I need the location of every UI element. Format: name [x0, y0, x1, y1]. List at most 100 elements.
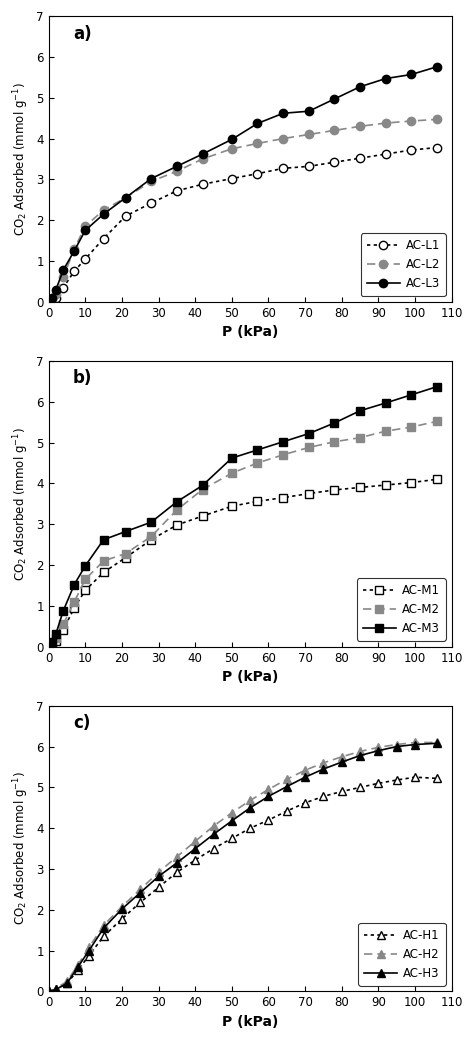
AC-M1	[434, 473, 440, 486]
X-axis label: P (kPa): P (kPa)	[222, 1015, 278, 1029]
AC-H2	[174, 851, 180, 863]
AC-H1	[284, 805, 290, 817]
AC-H2	[137, 883, 143, 895]
AC-H2	[46, 985, 52, 997]
AC-M2	[61, 618, 66, 630]
Y-axis label: CO$_2$ Adsorbed (mmol g$^{-1}$): CO$_2$ Adsorbed (mmol g$^{-1}$)	[11, 82, 31, 236]
AC-M3	[82, 560, 88, 572]
AC-M1	[46, 641, 52, 653]
AC-H3	[86, 944, 92, 957]
AC-M2	[123, 547, 128, 560]
AC-H3	[64, 977, 70, 989]
AC-L2	[229, 142, 235, 155]
AC-H1	[64, 977, 70, 989]
AC-H3	[357, 749, 363, 761]
AC-M1	[53, 634, 59, 647]
AC-L2	[61, 271, 66, 284]
AC-H1	[156, 881, 162, 893]
AC-M3	[357, 405, 363, 417]
X-axis label: P (kPa): P (kPa)	[222, 670, 278, 684]
AC-M1	[409, 476, 414, 489]
AC-M1	[383, 478, 389, 491]
AC-H1	[412, 771, 418, 783]
AC-M3	[306, 427, 311, 440]
Text: c): c)	[73, 714, 90, 732]
AC-M1	[200, 510, 205, 522]
AC-H2	[265, 783, 271, 796]
AC-M3	[332, 417, 337, 430]
AC-L2	[383, 116, 389, 129]
Text: b): b)	[73, 369, 92, 388]
X-axis label: P (kPa): P (kPa)	[222, 326, 278, 339]
Y-axis label: CO$_2$ Adsorbed (mmol g$^{-1}$): CO$_2$ Adsorbed (mmol g$^{-1}$)	[11, 427, 31, 580]
AC-L1	[61, 281, 66, 293]
AC-H3	[192, 842, 198, 855]
AC-M2	[332, 436, 337, 448]
AC-H2	[229, 806, 235, 818]
AC-H2	[434, 736, 440, 749]
AC-M3	[280, 436, 286, 448]
AC-H1	[210, 842, 216, 855]
AC-L1	[46, 295, 52, 308]
AC-L2	[148, 175, 154, 187]
AC-H3	[375, 745, 381, 757]
AC-M2	[174, 503, 180, 516]
AC-H2	[119, 901, 125, 913]
AC-L2	[434, 113, 440, 126]
AC-H3	[137, 886, 143, 899]
AC-L3	[101, 208, 107, 220]
AC-M1	[306, 488, 311, 500]
AC-H1	[375, 777, 381, 789]
AC-L1	[148, 197, 154, 209]
AC-L2	[409, 114, 414, 127]
AC-M3	[383, 396, 389, 409]
AC-M1	[82, 584, 88, 597]
AC-M3	[49, 635, 55, 648]
AC-M2	[383, 425, 389, 438]
AC-H1	[247, 822, 253, 834]
AC-H2	[101, 919, 107, 932]
AC-H2	[375, 742, 381, 754]
AC-H2	[412, 736, 418, 749]
AC-L1	[409, 144, 414, 156]
AC-H3	[265, 790, 271, 803]
AC-L1	[82, 253, 88, 265]
AC-H2	[86, 941, 92, 954]
AC-M3	[434, 381, 440, 393]
AC-L3	[82, 225, 88, 237]
AC-L1	[383, 148, 389, 160]
AC-M1	[255, 495, 260, 508]
AC-H1	[53, 983, 59, 995]
Line: AC-L2: AC-L2	[45, 115, 441, 306]
AC-M2	[53, 632, 59, 645]
AC-L3	[306, 105, 311, 118]
AC-M1	[332, 484, 337, 496]
AC-H3	[101, 922, 107, 935]
AC-H1	[320, 790, 326, 803]
AC-H1	[137, 896, 143, 909]
AC-L1	[200, 178, 205, 190]
AC-M1	[123, 551, 128, 564]
AC-H3	[302, 771, 308, 783]
AC-H2	[64, 976, 70, 988]
AC-M2	[82, 573, 88, 586]
AC-M3	[101, 534, 107, 546]
AC-M2	[280, 448, 286, 461]
AC-M3	[72, 578, 77, 591]
AC-M2	[255, 457, 260, 469]
AC-M2	[46, 641, 52, 653]
AC-L3	[148, 173, 154, 185]
AC-H1	[394, 774, 400, 786]
AC-L3	[200, 148, 205, 160]
AC-L3	[280, 107, 286, 120]
AC-L1	[53, 291, 59, 304]
AC-M1	[280, 492, 286, 504]
AC-L1	[434, 141, 440, 154]
AC-M1	[61, 623, 66, 635]
AC-L1	[72, 265, 77, 278]
AC-L1	[357, 152, 363, 164]
AC-L2	[82, 220, 88, 233]
AC-M2	[357, 432, 363, 444]
AC-L2	[306, 128, 311, 140]
Line: AC-M3: AC-M3	[45, 383, 441, 651]
